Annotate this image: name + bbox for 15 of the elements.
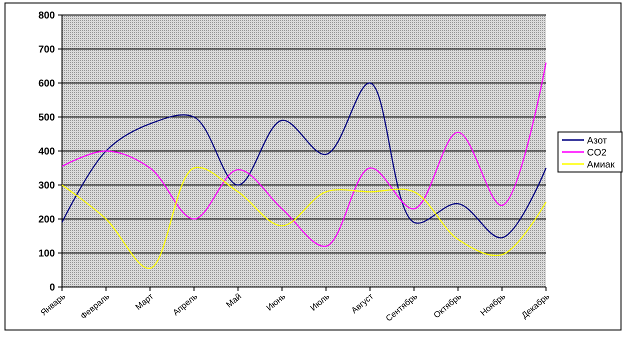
y-tick-label: 300: [38, 180, 56, 192]
y-tick-label: 700: [38, 44, 56, 56]
legend-label: CO2: [587, 147, 607, 158]
line-series: [61, 166, 547, 269]
y-tick-label: 600: [38, 78, 56, 90]
line-series: [61, 82, 547, 238]
y-tick-label: 100: [38, 248, 56, 260]
y-tick-label: 0: [49, 282, 56, 294]
y-tick-label: 500: [38, 112, 56, 124]
legend-label: Азот: [587, 135, 608, 146]
line-series: [61, 62, 547, 247]
legend-label: Амиак: [587, 159, 616, 170]
y-tick-label: 400: [38, 146, 56, 158]
y-tick-label: 200: [38, 214, 56, 226]
y-tick-label: 800: [38, 10, 56, 22]
